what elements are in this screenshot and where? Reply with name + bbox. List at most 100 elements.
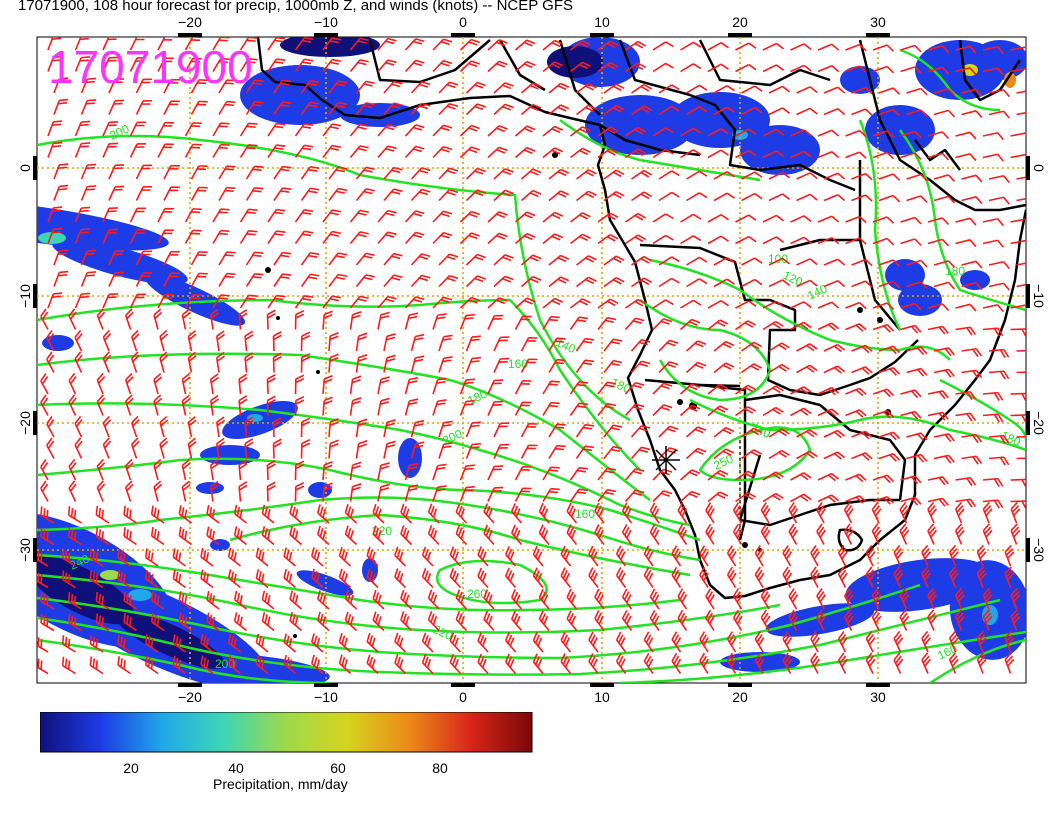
wind-barb bbox=[178, 526, 192, 546]
wind-barb bbox=[900, 238, 922, 246]
wind-barb bbox=[762, 385, 784, 395]
wind-barb bbox=[404, 210, 425, 223]
wind-barb bbox=[421, 632, 434, 653]
wind-barb bbox=[108, 99, 125, 115]
wind-barb bbox=[878, 108, 901, 117]
wind-barb bbox=[150, 505, 165, 524]
wind-barb bbox=[817, 494, 840, 503]
wind-barb bbox=[817, 236, 840, 245]
wind-barb bbox=[67, 527, 82, 546]
wind-barb bbox=[40, 592, 55, 610]
wind-barb bbox=[181, 308, 191, 330]
wind-barb bbox=[394, 632, 407, 653]
wind-barb bbox=[181, 373, 191, 395]
wind-barb bbox=[685, 447, 707, 460]
wind-barb bbox=[955, 390, 977, 401]
wind-barb bbox=[400, 525, 413, 546]
wind-barb bbox=[658, 339, 679, 352]
wind-barb bbox=[493, 254, 514, 266]
wind-barb bbox=[872, 474, 895, 484]
wind-barb bbox=[597, 402, 617, 416]
wind-barb bbox=[707, 235, 729, 245]
wind-barb bbox=[37, 658, 49, 675]
wind-barb bbox=[322, 230, 342, 244]
wind-barb bbox=[40, 394, 49, 416]
wind-barb bbox=[129, 121, 146, 137]
wind-barb bbox=[245, 79, 264, 94]
wind-barb bbox=[96, 308, 106, 330]
wind-barb bbox=[311, 654, 324, 675]
wind-barb bbox=[404, 312, 419, 330]
wind-barb bbox=[982, 391, 1004, 401]
precip-core bbox=[732, 130, 748, 140]
wind-barb bbox=[927, 476, 949, 486]
wind-barb bbox=[542, 487, 560, 502]
wind-barb bbox=[762, 320, 784, 331]
wind-barb bbox=[624, 489, 645, 503]
wind-barb bbox=[372, 525, 385, 546]
wind-barb bbox=[845, 129, 867, 138]
wind-barb bbox=[900, 130, 922, 139]
wind-barb bbox=[227, 569, 241, 589]
wind-barb bbox=[124, 480, 134, 502]
wind-barb bbox=[823, 172, 846, 180]
wind-barb bbox=[487, 232, 508, 245]
wind-barb bbox=[900, 324, 922, 334]
wind-barb bbox=[349, 123, 369, 137]
wind-barb bbox=[575, 445, 595, 459]
wind-barb bbox=[768, 171, 791, 180]
wind-barb bbox=[184, 143, 202, 158]
wind-barb bbox=[843, 501, 854, 524]
wind-barb bbox=[788, 588, 799, 610]
wind-barb bbox=[74, 120, 91, 137]
wind-barb bbox=[294, 309, 305, 330]
wind-barb bbox=[570, 40, 591, 51]
wind-barb bbox=[677, 588, 688, 610]
wind-barb bbox=[982, 153, 1004, 162]
wind-barb bbox=[906, 367, 928, 377]
wind-barb bbox=[157, 293, 174, 309]
wind-barb bbox=[349, 59, 369, 73]
wind-barb bbox=[796, 364, 818, 374]
wind-barb bbox=[432, 313, 447, 330]
wind-barb bbox=[404, 398, 419, 416]
wind-barb bbox=[493, 103, 514, 116]
wind-barb bbox=[843, 609, 854, 631]
wind-barb bbox=[135, 100, 152, 115]
wind-barb bbox=[625, 298, 647, 309]
wind-barb bbox=[317, 525, 330, 546]
wind-barb bbox=[157, 121, 174, 137]
wind-barb bbox=[707, 127, 729, 137]
wind-barb bbox=[267, 294, 286, 309]
wind-barb bbox=[735, 42, 757, 51]
wind-barb bbox=[699, 566, 709, 588]
wind-barb bbox=[294, 481, 305, 502]
wind-barb bbox=[1004, 630, 1015, 653]
wind-barb bbox=[768, 449, 790, 460]
wind-barb bbox=[487, 39, 508, 51]
right-lat-label: 0 bbox=[1031, 164, 1047, 172]
wind-barb bbox=[982, 501, 993, 524]
wind-barb bbox=[294, 123, 314, 137]
wind-barb bbox=[190, 100, 208, 115]
wind-barb bbox=[181, 459, 191, 481]
wind-barb bbox=[631, 255, 653, 266]
wind-barb bbox=[707, 41, 729, 51]
wind-barb bbox=[477, 567, 489, 589]
wind-barb bbox=[184, 57, 202, 72]
wind-barb bbox=[483, 589, 495, 610]
wind-barb bbox=[129, 229, 146, 244]
wind-barb bbox=[493, 357, 510, 373]
wind-barb bbox=[157, 207, 174, 223]
wind-barb bbox=[218, 272, 236, 287]
wind-barb bbox=[982, 477, 1004, 487]
wind-barb bbox=[493, 82, 514, 94]
wind-barb bbox=[102, 228, 119, 244]
wind-barb bbox=[872, 323, 895, 333]
wind-barb bbox=[510, 503, 523, 524]
wind-barb bbox=[955, 131, 977, 140]
wind-barb bbox=[218, 186, 236, 201]
wind-barb bbox=[377, 295, 397, 309]
wind-barb bbox=[652, 148, 674, 159]
wind-barb bbox=[124, 372, 134, 395]
